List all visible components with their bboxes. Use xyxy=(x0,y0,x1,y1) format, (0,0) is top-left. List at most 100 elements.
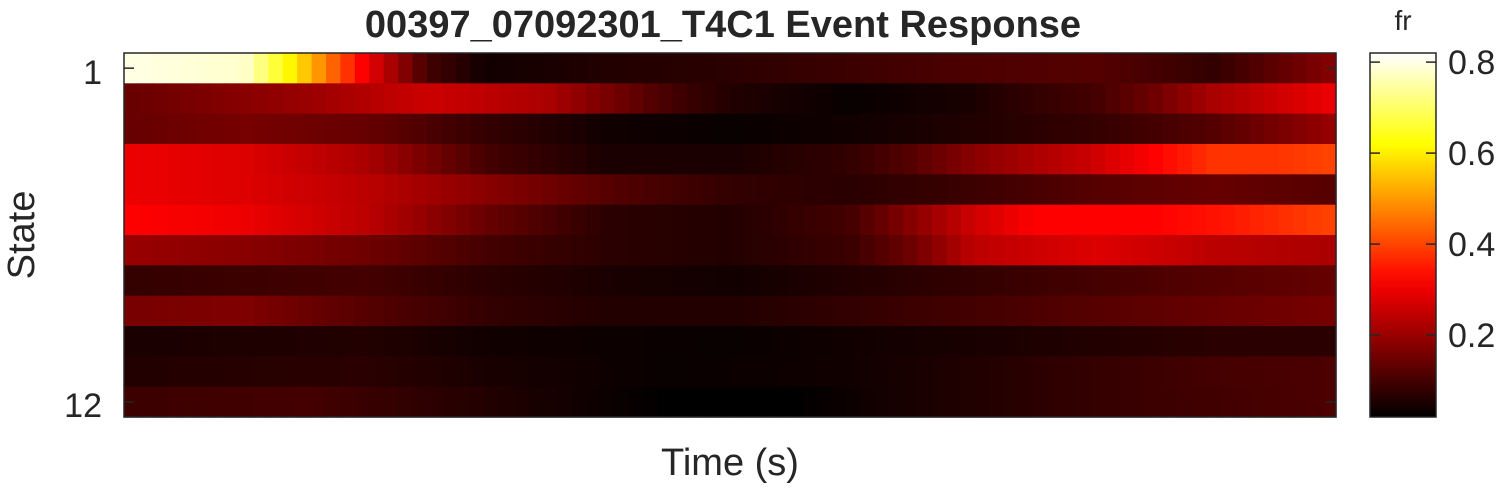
heatmap-cell xyxy=(917,53,933,84)
heatmap-cell xyxy=(1177,326,1193,357)
heatmap-cell xyxy=(1235,356,1251,388)
heatmap-cell xyxy=(1206,235,1222,266)
heatmap-cell xyxy=(1307,83,1323,115)
heatmap-cell xyxy=(138,83,154,115)
heatmap-cell xyxy=(225,204,241,236)
heatmap-cell xyxy=(412,295,428,327)
heatmap-cell xyxy=(383,235,399,266)
heatmap-cell xyxy=(1119,174,1135,206)
heatmap-cell xyxy=(1249,53,1265,84)
heatmap-cell xyxy=(859,204,875,236)
heatmap-cell xyxy=(1076,174,1092,206)
heatmap-cell xyxy=(369,144,385,175)
heatmap-cell xyxy=(1220,113,1236,145)
heatmap-cell xyxy=(297,356,313,388)
heatmap-cell xyxy=(831,356,847,388)
heatmap-cell xyxy=(1321,356,1337,388)
heatmap-cell xyxy=(297,83,313,115)
heatmap-cell xyxy=(643,356,659,388)
heatmap-cell xyxy=(412,174,428,206)
heatmap-cell xyxy=(1235,265,1251,297)
heatmap-cell xyxy=(210,144,226,175)
heatmap-cell xyxy=(239,265,255,297)
heatmap-cell xyxy=(1119,113,1135,145)
heatmap-cell xyxy=(1263,265,1279,297)
heatmap-cell xyxy=(1061,235,1077,266)
heatmap-cell xyxy=(960,265,976,297)
heatmap-cell xyxy=(1047,295,1063,327)
heatmap-cell xyxy=(802,356,818,388)
heatmap-cell xyxy=(1206,386,1222,418)
heatmap-cell xyxy=(657,204,673,236)
heatmap-cell xyxy=(1206,113,1222,145)
heatmap-cell xyxy=(787,386,803,418)
heatmap-cell xyxy=(672,174,688,206)
heatmap-cell xyxy=(585,386,601,418)
heatmap-cell xyxy=(282,295,298,327)
heatmap-cell xyxy=(657,295,673,327)
heatmap-cell xyxy=(412,235,428,266)
heatmap-cell xyxy=(1278,265,1294,297)
heatmap-cell xyxy=(787,113,803,145)
heatmap-cell xyxy=(1119,53,1135,84)
heatmap-cell xyxy=(1321,235,1337,266)
heatmap-cell xyxy=(614,356,630,388)
heatmap-cell xyxy=(441,386,457,418)
heatmap-cell xyxy=(888,174,904,206)
heatmap-cell xyxy=(1263,326,1279,357)
heatmap-cell xyxy=(484,113,500,145)
heatmap-cell xyxy=(398,235,414,266)
heatmap-cell xyxy=(744,83,760,115)
heatmap-cell xyxy=(1292,386,1308,418)
heatmap-cell xyxy=(484,174,500,206)
heatmap-cell xyxy=(470,265,486,297)
heatmap-cell xyxy=(470,235,486,266)
heatmap-cell xyxy=(773,295,789,327)
heatmap-cell xyxy=(701,265,717,297)
heatmap-cell xyxy=(1134,174,1150,206)
heatmap-cell xyxy=(311,386,327,418)
heatmap-cell xyxy=(802,144,818,175)
heatmap-cell xyxy=(181,144,197,175)
heatmap-cell xyxy=(1047,326,1063,357)
heatmap-cell xyxy=(383,113,399,145)
heatmap-cell xyxy=(831,204,847,236)
heatmap-cell xyxy=(571,235,587,266)
heatmap-cell xyxy=(1018,356,1034,388)
heatmap-cell xyxy=(239,326,255,357)
heatmap-cell xyxy=(903,174,919,206)
heatmap-cell xyxy=(1307,356,1323,388)
heatmap-cell xyxy=(470,326,486,357)
heatmap-cell xyxy=(1220,386,1236,418)
heatmap-cell xyxy=(686,356,702,388)
heatmap-cell xyxy=(816,204,832,236)
colorbar-tick-label: 0.2 xyxy=(1448,317,1495,355)
heatmap-cell xyxy=(1249,144,1265,175)
heatmap-cell xyxy=(960,53,976,84)
heatmap-cell xyxy=(268,174,284,206)
heatmap-cell xyxy=(138,265,154,297)
heatmap-cell xyxy=(239,386,255,418)
heatmap-cell xyxy=(1249,174,1265,206)
heatmap-cell xyxy=(513,204,529,236)
heatmap-cell xyxy=(455,83,471,115)
heatmap-cell xyxy=(253,356,269,388)
heatmap-cell xyxy=(152,144,168,175)
heatmap-cell xyxy=(585,265,601,297)
heatmap-cell xyxy=(239,113,255,145)
heatmap-cell xyxy=(282,144,298,175)
heatmap-cell xyxy=(657,356,673,388)
heatmap-cell xyxy=(297,295,313,327)
heatmap-cell xyxy=(528,144,544,175)
heatmap-cell xyxy=(917,326,933,357)
heatmap-cell xyxy=(210,53,226,84)
heatmap-cell xyxy=(874,356,890,388)
heatmap-cell xyxy=(701,235,717,266)
heatmap-cell xyxy=(1061,53,1077,84)
heatmap-cell xyxy=(369,83,385,115)
heatmap-cell xyxy=(701,53,717,84)
heatmap-cell xyxy=(239,295,255,327)
heatmap-cell xyxy=(744,53,760,84)
heatmap-cell xyxy=(556,174,572,206)
